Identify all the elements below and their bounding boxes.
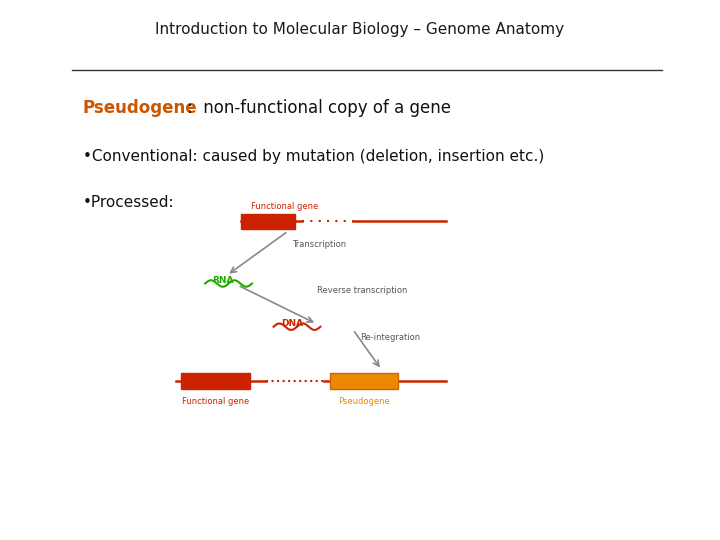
Text: Functional gene: Functional gene: [182, 397, 250, 406]
Text: RNA: RNA: [212, 276, 234, 285]
Text: :  non-functional copy of a gene: : non-functional copy of a gene: [187, 99, 451, 117]
Text: Re-integration: Re-integration: [360, 333, 420, 342]
Text: DNA: DNA: [281, 320, 303, 328]
Text: Pseudogene: Pseudogene: [338, 397, 390, 406]
Bar: [241, 214, 295, 229]
Text: Reverse transcription: Reverse transcription: [317, 286, 408, 295]
Text: •Conventional: caused by mutation (deletion, insertion etc.): •Conventional: caused by mutation (delet…: [83, 149, 544, 164]
Text: Functional gene: Functional gene: [251, 201, 318, 211]
Text: Pseudogene: Pseudogene: [83, 99, 197, 117]
Bar: [330, 373, 398, 389]
Text: Transcription: Transcription: [292, 240, 346, 248]
Text: Introduction to Molecular Biology – Genome Anatomy: Introduction to Molecular Biology – Geno…: [156, 22, 564, 37]
Text: •Processed:: •Processed:: [83, 195, 174, 210]
Bar: [181, 373, 250, 389]
